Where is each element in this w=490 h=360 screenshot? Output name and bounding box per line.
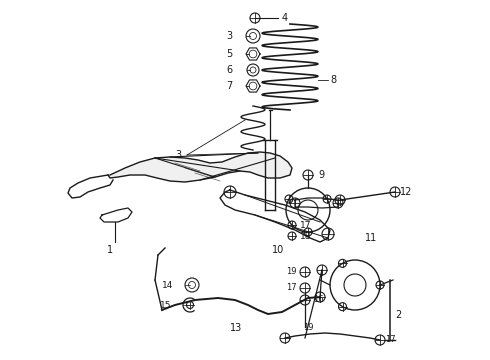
Text: 18: 18 xyxy=(300,231,312,240)
Text: 2: 2 xyxy=(395,310,401,320)
Text: 9: 9 xyxy=(318,170,324,180)
Text: 19: 19 xyxy=(287,267,297,276)
Text: 7: 7 xyxy=(226,81,232,91)
Text: 6: 6 xyxy=(226,65,232,75)
Text: 10: 10 xyxy=(272,245,284,255)
Text: 4: 4 xyxy=(282,13,288,23)
Text: 14: 14 xyxy=(162,280,173,289)
Text: 11: 11 xyxy=(365,233,377,243)
Text: 17: 17 xyxy=(300,220,312,230)
Text: 15: 15 xyxy=(160,301,171,310)
Text: 17: 17 xyxy=(286,284,297,292)
Text: 1: 1 xyxy=(107,245,113,255)
Text: 12: 12 xyxy=(400,187,413,197)
Text: 13: 13 xyxy=(230,323,242,333)
Text: 17: 17 xyxy=(385,336,395,345)
Text: 19: 19 xyxy=(303,324,313,333)
Text: 16: 16 xyxy=(313,296,323,305)
Text: 8: 8 xyxy=(330,75,336,85)
Text: 3: 3 xyxy=(226,31,232,41)
Text: 5: 5 xyxy=(226,49,232,59)
Text: 3: 3 xyxy=(175,150,181,160)
Polygon shape xyxy=(108,152,292,182)
